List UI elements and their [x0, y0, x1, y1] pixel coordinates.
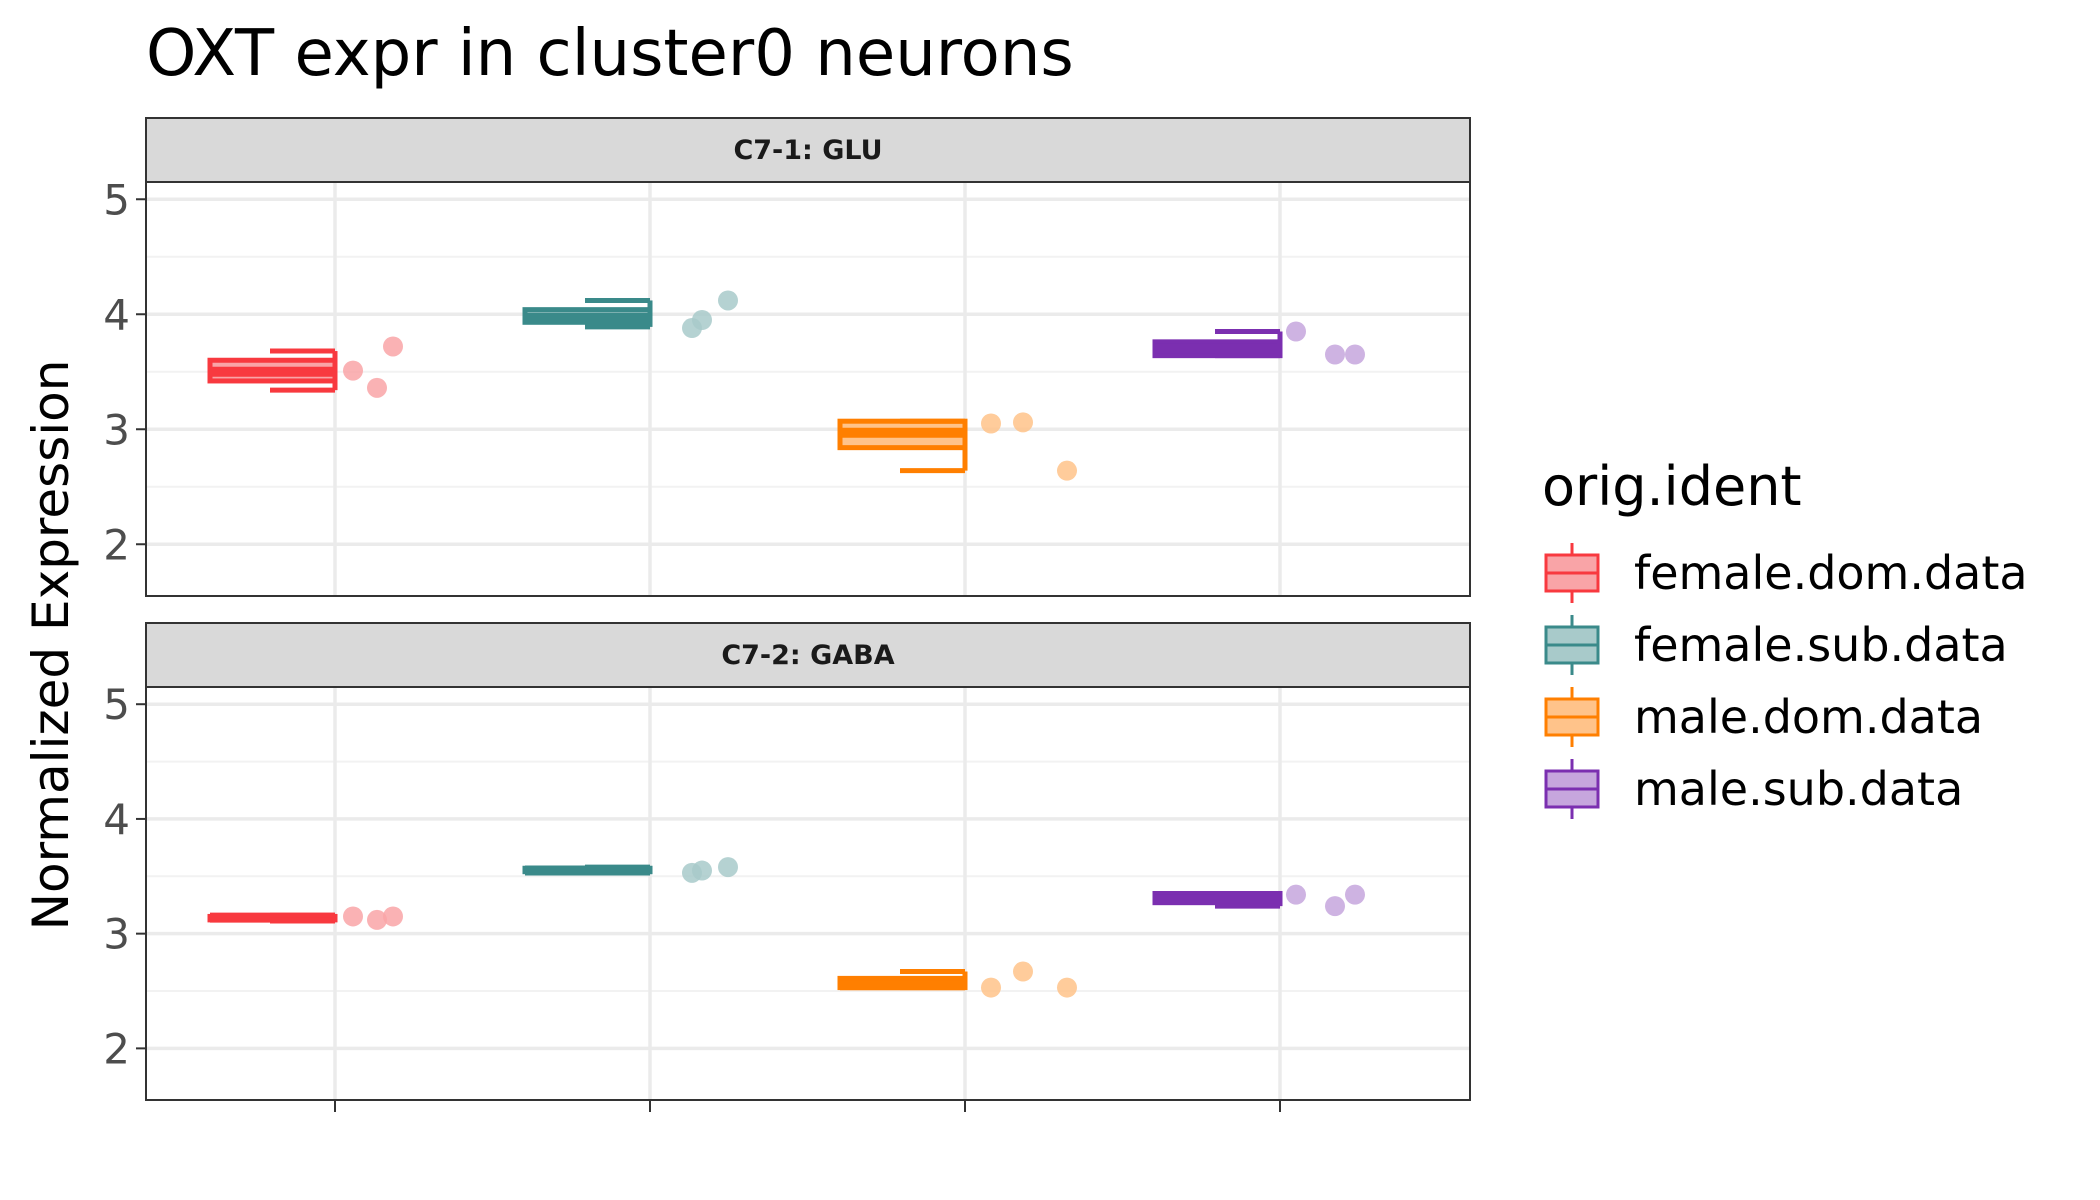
legend-label: male.dom.data	[1634, 690, 1983, 744]
data-point	[1325, 896, 1345, 917]
legend-title: orig.ident	[1542, 455, 1802, 518]
legend-entry: female.sub.data	[1544, 615, 2008, 675]
legend: orig.ident female.dom.data female.sub.dat…	[1542, 455, 2028, 819]
data-point	[343, 906, 363, 927]
boxplot	[522, 290, 738, 339]
data-point	[367, 377, 387, 398]
y-tick-label: 2	[103, 1024, 130, 1073]
facet-panels: C7-1: GLU 2 3 4 5 C7-2: GABA 2 3 4 5	[103, 117, 1471, 1112]
data-point	[1286, 884, 1306, 905]
boxplot	[1152, 884, 1365, 917]
data-point	[1286, 321, 1306, 342]
y-tick-label: 5	[103, 680, 130, 729]
y-tick-label: 5	[103, 175, 130, 224]
y-tick-label: 4	[103, 795, 130, 844]
boxplot	[1152, 321, 1365, 365]
legend-entry: male.dom.data	[1544, 687, 1983, 747]
legend-label: male.sub.data	[1634, 762, 1963, 816]
data-point	[343, 360, 363, 381]
panel-border	[145, 181, 1471, 597]
data-point	[981, 977, 1001, 998]
legend-label: female.dom.data	[1634, 546, 2028, 600]
y-tick-label: 4	[103, 290, 130, 339]
y-tick-label: 3	[103, 405, 130, 454]
facet-strip	[145, 622, 1471, 688]
data-point	[1013, 961, 1033, 982]
boxplot	[837, 961, 1077, 998]
facet-strip-label: C7-2: GABA	[721, 640, 894, 671]
data-point	[718, 857, 738, 878]
data-point	[981, 413, 1001, 434]
boxplot	[207, 906, 403, 930]
data-point	[367, 909, 387, 930]
legend-entry: male.sub.data	[1544, 759, 1963, 819]
data-point	[383, 336, 403, 357]
legend-entry: female.dom.data	[1544, 543, 2028, 603]
boxplot	[207, 336, 403, 398]
legend-label: female.sub.data	[1634, 618, 2008, 672]
chart-title: OXT expr in cluster0 neurons	[146, 17, 1074, 91]
data-point	[692, 860, 712, 881]
data-point	[1013, 412, 1033, 433]
data-point	[383, 906, 403, 927]
panel-border	[145, 686, 1471, 1101]
data-point	[1057, 977, 1077, 998]
facet-panel: C7-1: GLU 2 3 4 5	[103, 117, 1471, 597]
facet-strip-label: C7-1: GLU	[733, 135, 882, 166]
data-point	[1345, 344, 1365, 365]
data-point	[692, 310, 712, 330]
facet-panel: C7-2: GABA 2 3 4 5	[103, 622, 1471, 1112]
data-point	[718, 290, 738, 311]
facet-strip	[145, 117, 1471, 183]
y-tick-label: 2	[103, 520, 130, 569]
data-point	[1325, 344, 1345, 365]
data-point	[1057, 460, 1077, 481]
data-point	[1345, 884, 1365, 905]
y-axis-label: Normalized Expression	[22, 360, 80, 931]
boxplot	[837, 412, 1077, 481]
y-tick-label: 3	[103, 910, 130, 959]
boxplot	[522, 857, 738, 883]
